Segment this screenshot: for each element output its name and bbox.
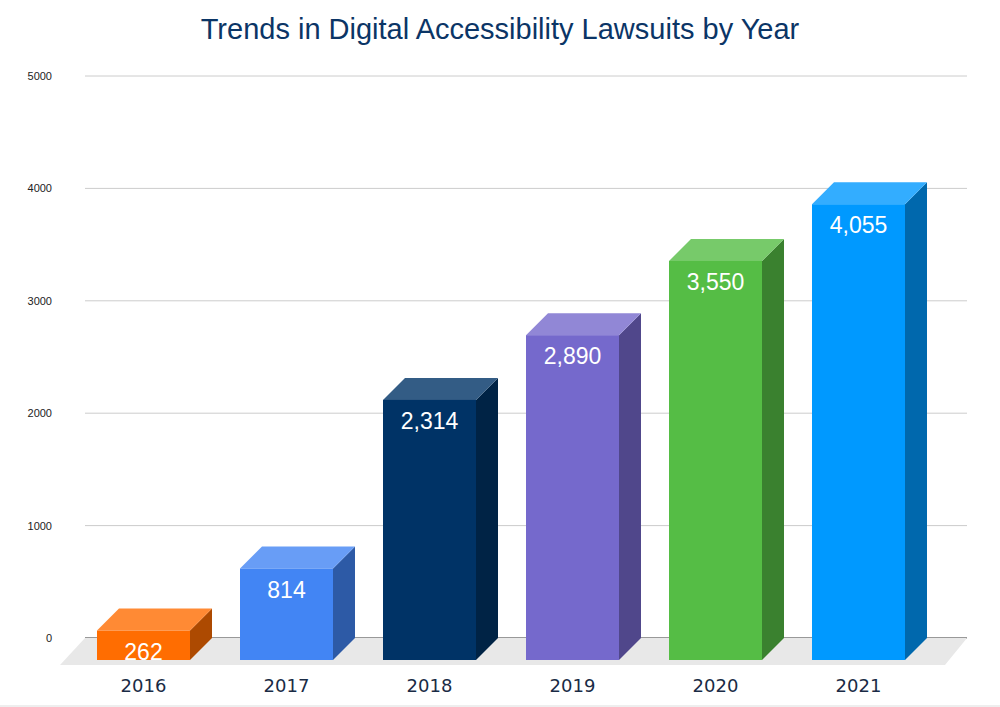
y-tick-label: 5000 [28, 70, 52, 82]
y-tick-label: 4000 [28, 182, 52, 194]
bar-side [762, 239, 784, 660]
bar-front [669, 261, 762, 660]
chart-container: Trends in Digital Accessibility Lawsuits… [0, 0, 1000, 707]
bar-side [476, 378, 498, 660]
labels: 262 2016 814 2017 2,314 2018 2,890 2019 3,550 202… [121, 212, 888, 696]
data-label: 814 [267, 577, 306, 603]
chart-svg: Trends in Digital Accessibility Lawsuits… [0, 0, 1000, 707]
bar [383, 378, 498, 660]
data-label: 2,890 [544, 343, 602, 369]
y-tick-label: 1000 [28, 520, 52, 532]
bar-side [619, 313, 641, 660]
bar-top [526, 313, 641, 335]
x-tick-label: 2016 [121, 675, 167, 696]
bottom-border [0, 706, 1000, 707]
bar-front [526, 335, 619, 660]
bar-top [383, 378, 498, 400]
bar [669, 239, 784, 660]
bar-top [97, 609, 212, 631]
chart-title: Trends in Digital Accessibility Lawsuits… [201, 13, 800, 45]
bar [240, 547, 355, 660]
bar [812, 182, 927, 660]
bars [97, 182, 927, 660]
bar-top [812, 182, 927, 204]
x-tick-label: 2019 [550, 675, 596, 696]
x-tick-label: 2021 [836, 675, 882, 696]
grid-line [85, 76, 967, 77]
bar-top [240, 547, 355, 569]
y-tick-label: 0 [46, 632, 52, 644]
x-tick-label: 2020 [693, 675, 739, 696]
data-label: 4,055 [830, 212, 888, 238]
y-tick-label: 3000 [28, 295, 52, 307]
bar-front [240, 569, 333, 660]
bar-front [812, 204, 905, 660]
bar [526, 313, 641, 660]
x-tick-label: 2017 [264, 675, 310, 696]
bar-top [669, 239, 784, 261]
bar-side [905, 182, 927, 660]
bar-front [383, 400, 476, 660]
x-tick-label: 2018 [407, 675, 453, 696]
data-label: 3,550 [687, 269, 745, 295]
y-tick-label: 2000 [28, 407, 52, 419]
data-label: 262 [124, 639, 162, 665]
data-label: 2,314 [401, 408, 459, 434]
